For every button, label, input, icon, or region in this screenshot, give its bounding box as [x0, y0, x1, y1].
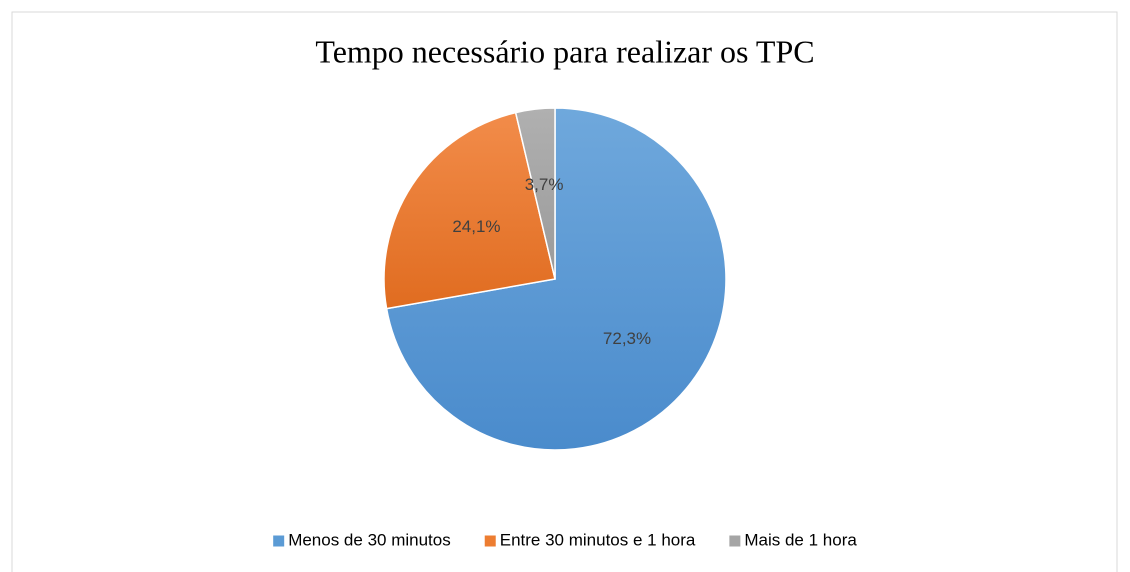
data-label: 3,7% — [525, 175, 564, 194]
legend-label: Menos de 30 minutos — [288, 530, 451, 549]
legend-swatch — [729, 535, 741, 547]
data-label: 24,1% — [452, 217, 500, 236]
legend-swatch — [273, 535, 285, 547]
pie-slice — [385, 107, 727, 451]
legend-swatch — [484, 535, 496, 547]
legend-label: Mais de 1 hora — [744, 530, 857, 549]
pie-slice — [514, 107, 556, 280]
data-label: 72,3% — [603, 329, 651, 348]
legend-label: Entre 30 minutos e 1 hora — [500, 530, 696, 549]
pie-slice — [383, 111, 556, 310]
chart-title: Tempo necessário para realizar os TPC — [315, 33, 814, 69]
